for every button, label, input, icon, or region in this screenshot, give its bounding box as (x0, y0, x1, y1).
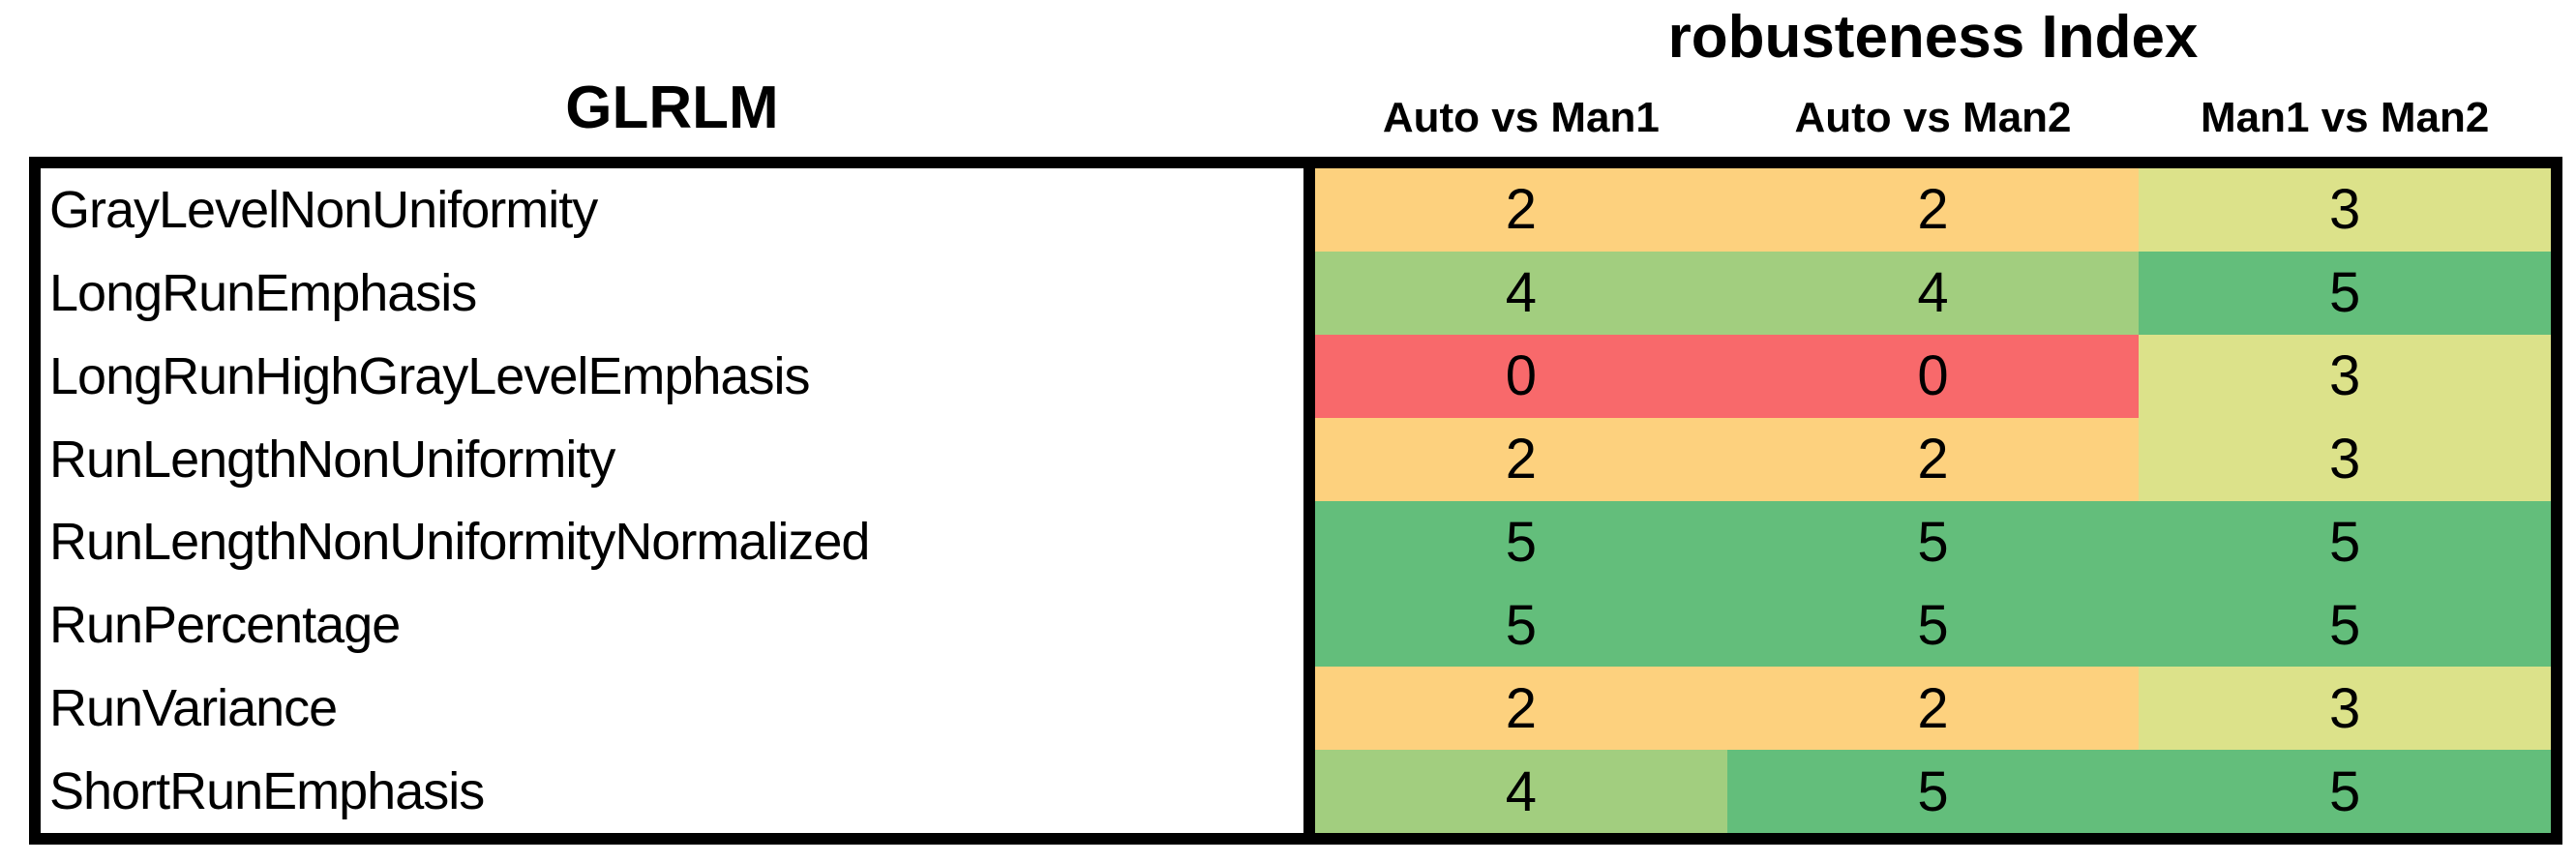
heatmap-cell: 5 (2139, 500, 2552, 584)
row-label: ShortRunEmphasis (49, 762, 485, 821)
table-row: 4 4 5 (1315, 251, 2552, 335)
heatmap-cell: 5 (1726, 750, 2140, 833)
heatmap-cell: 3 (2139, 168, 2552, 252)
table-row: 5 5 5 (1315, 500, 2552, 584)
table-divider (1303, 168, 1315, 833)
row-group-title: GLRLM (565, 74, 779, 141)
table-row: 2 2 3 (1315, 417, 2552, 501)
row-label: GrayLevelNonUniformity (49, 180, 598, 239)
heatmap-cell: 5 (1315, 583, 1727, 668)
column-header-auto-vs-man2: Auto vs Man2 (1794, 94, 2072, 141)
heatmap-cell: 2 (1726, 168, 2140, 252)
row-label: RunLengthNonUniformity (49, 430, 615, 489)
column-header-man1-vs-man2: Man1 vs Man2 (2201, 94, 2490, 141)
row-label: RunVariance (49, 679, 338, 738)
table-row: 4 5 5 (1315, 750, 2552, 833)
heatmap-cell: 3 (2139, 334, 2552, 418)
heatmap-cell: 5 (1726, 583, 2140, 668)
row-label: RunLengthNonUniformityNormalized (49, 513, 870, 572)
heatmap-cell: 5 (1726, 500, 2140, 584)
heatmap-cell: 2 (1315, 168, 1727, 252)
table-row: 2 2 3 (1315, 667, 2552, 751)
heatmap-cells: 2 2 3 4 4 5 0 0 3 2 2 3 5 5 5 (1315, 168, 2552, 833)
heatmap-cell: 2 (1315, 667, 1727, 751)
heatmap-cell: 2 (1726, 417, 2140, 501)
column-header-auto-vs-man1: Auto vs Man1 (1382, 94, 1660, 141)
row-label: LongRunEmphasis (49, 263, 477, 322)
row-label: LongRunHighGrayLevelEmphasis (49, 346, 810, 405)
heatmap-cell: 5 (2139, 251, 2552, 335)
table-row: 5 5 5 (1315, 583, 2552, 668)
heatmap-cell: 2 (1726, 667, 2140, 751)
heatmap-cell: 4 (1315, 750, 1727, 833)
heatmap-cell: 5 (1315, 500, 1727, 584)
heatmap-cell: 5 (2139, 583, 2552, 668)
heatmap-cell: 0 (1315, 334, 1727, 418)
column-header-row: Auto vs Man1 Auto vs Man2 Man1 vs Man2 (1315, 89, 2551, 147)
heatmap-cell: 3 (2139, 417, 2552, 501)
heatmap-cell: 0 (1726, 334, 2140, 418)
heatmap-cell: 2 (1315, 417, 1727, 501)
heatmap-cell: 4 (1726, 251, 2140, 335)
row-label-column: GrayLevelNonUniformity LongRunEmphasis L… (41, 168, 1303, 833)
heatmap-title: robusteness Index (1667, 4, 2199, 71)
heatmap-cell: 3 (2139, 667, 2552, 751)
heatmap-table: GrayLevelNonUniformity LongRunEmphasis L… (29, 157, 2562, 845)
table-row: 0 0 3 (1315, 334, 2552, 418)
row-label: RunPercentage (49, 596, 401, 655)
heatmap-cell: 5 (2139, 750, 2552, 833)
heatmap-cell: 4 (1315, 251, 1727, 335)
table-row: 2 2 3 (1315, 168, 2552, 252)
